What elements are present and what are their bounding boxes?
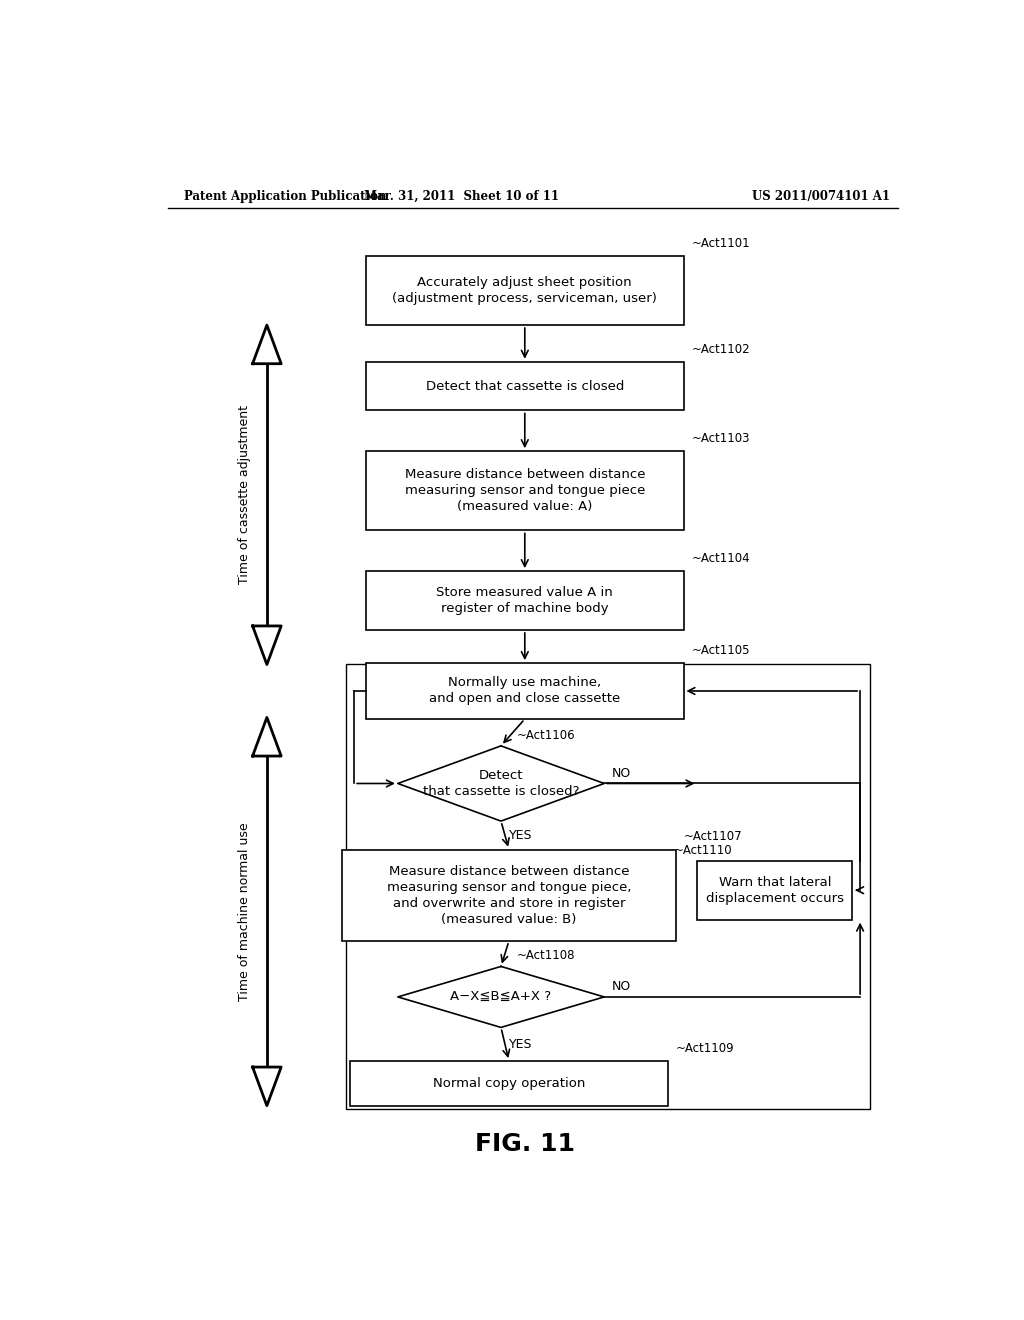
Text: Warn that lateral
displacement occurs: Warn that lateral displacement occurs [706, 875, 844, 904]
Text: ~Act1109: ~Act1109 [676, 1041, 734, 1055]
Text: ~Act1105: ~Act1105 [691, 644, 750, 657]
Text: Measure distance between distance
measuring sensor and tongue piece
(measured va: Measure distance between distance measur… [404, 469, 645, 513]
Text: Normal copy operation: Normal copy operation [433, 1077, 585, 1090]
Text: Detect that cassette is closed: Detect that cassette is closed [426, 380, 624, 392]
Polygon shape [397, 966, 604, 1027]
Text: ~Act1110: ~Act1110 [674, 843, 732, 857]
Text: US 2011/0074101 A1: US 2011/0074101 A1 [752, 190, 890, 202]
FancyBboxPatch shape [367, 256, 684, 325]
FancyBboxPatch shape [367, 663, 684, 719]
Text: Normally use machine,
and open and close cassette: Normally use machine, and open and close… [429, 676, 621, 705]
FancyBboxPatch shape [350, 1061, 668, 1106]
FancyBboxPatch shape [342, 850, 676, 941]
FancyBboxPatch shape [367, 362, 684, 411]
Text: Detect
that cassette is closed?: Detect that cassette is closed? [423, 770, 580, 799]
Text: NO: NO [612, 767, 632, 780]
Text: Time of cassette adjustment: Time of cassette adjustment [239, 405, 251, 585]
Polygon shape [253, 626, 282, 664]
Text: Patent Application Publication: Patent Application Publication [183, 190, 386, 202]
Text: ~Act1106: ~Act1106 [517, 729, 575, 742]
Text: ~Act1101: ~Act1101 [691, 236, 751, 249]
Text: YES: YES [509, 829, 532, 842]
Polygon shape [253, 1067, 282, 1106]
FancyBboxPatch shape [367, 451, 684, 531]
Text: A−X≦B≦A+X ?: A−X≦B≦A+X ? [451, 990, 552, 1003]
Text: Time of machine normal use: Time of machine normal use [239, 822, 251, 1001]
Text: ~Act1108: ~Act1108 [517, 949, 575, 962]
Text: Mar. 31, 2011  Sheet 10 of 11: Mar. 31, 2011 Sheet 10 of 11 [364, 190, 559, 202]
Text: NO: NO [612, 981, 632, 993]
Text: YES: YES [509, 1038, 532, 1051]
Polygon shape [253, 718, 282, 756]
Text: ~Act1107: ~Act1107 [684, 830, 742, 843]
FancyBboxPatch shape [367, 572, 684, 630]
Text: Accurately adjust sheet position
(adjustment process, serviceman, user): Accurately adjust sheet position (adjust… [392, 276, 657, 305]
Text: Measure distance between distance
measuring sensor and tongue piece,
and overwri: Measure distance between distance measur… [387, 865, 631, 925]
Polygon shape [253, 325, 282, 364]
Polygon shape [397, 746, 604, 821]
Text: ~Act1103: ~Act1103 [691, 432, 750, 445]
Text: FIG. 11: FIG. 11 [475, 1133, 574, 1156]
FancyBboxPatch shape [697, 861, 852, 920]
Text: ~Act1102: ~Act1102 [691, 343, 751, 355]
Text: Store measured value A in
register of machine body: Store measured value A in register of ma… [436, 586, 613, 615]
Text: ~Act1104: ~Act1104 [691, 552, 751, 565]
